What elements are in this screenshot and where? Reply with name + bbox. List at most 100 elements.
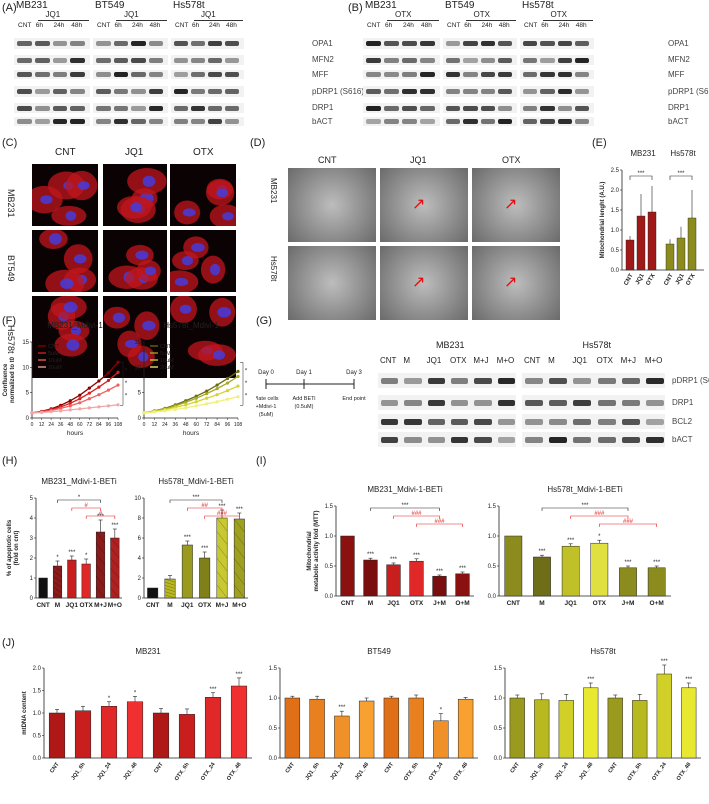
- blot-band: [17, 105, 32, 111]
- blot-band: [557, 72, 572, 77]
- blot-strip: [14, 70, 90, 79]
- timeline-note: (0.5uM): [295, 404, 314, 410]
- confocal-image: [103, 296, 167, 378]
- nucleus: [65, 210, 77, 221]
- panel-label-e: (E): [592, 137, 607, 149]
- y-tick-label: 0: [30, 596, 34, 602]
- data-point: [87, 391, 91, 395]
- significance-label: ***: [218, 504, 226, 510]
- panel-g: Day 0 Plate cells +Mdivi-1 (5uM) Day 1 Add BE…: [256, 340, 709, 447]
- bar: [583, 687, 599, 759]
- bar-hatch: [110, 577, 120, 589]
- blot-band: [174, 72, 188, 77]
- lane-label: 48h: [498, 22, 510, 29]
- y-tick-label: 4: [30, 516, 34, 522]
- confocal-cells: [39, 230, 97, 292]
- blot-band: [645, 437, 664, 443]
- series-line: [31, 404, 119, 414]
- blot-band: [523, 57, 538, 63]
- blot-strip: [520, 86, 594, 97]
- drug-label: OTX: [395, 10, 412, 19]
- chart-i2: 0.00.51.01.5Hs578t_Mdivi-1-BETiCNT***M**…: [488, 485, 671, 607]
- data-point: [225, 397, 230, 401]
- blot-band: [480, 105, 495, 111]
- nucleus: [144, 266, 157, 276]
- data-point: [78, 393, 82, 397]
- bar-hatch: [216, 557, 228, 572]
- x-tick-label: 36: [173, 422, 179, 428]
- x-tick-label: 96: [225, 422, 231, 428]
- blot-strip: [363, 117, 440, 126]
- y-tick-label: 2.0: [33, 666, 42, 672]
- y-tick-label: 0.5: [494, 726, 503, 732]
- nucleus: [66, 339, 80, 351]
- nucleus: [70, 326, 82, 336]
- x-axis-label: hours: [183, 430, 200, 437]
- data-point: [97, 405, 101, 409]
- blot-band: [70, 57, 85, 63]
- bar: [74, 710, 92, 759]
- bar: [558, 700, 574, 759]
- chart-title: BT549: [367, 647, 391, 656]
- blot-band: [52, 89, 68, 94]
- bar-hatch: [216, 584, 228, 599]
- data-point: [39, 410, 44, 415]
- blot-strip: [171, 55, 244, 65]
- drug-label: OTX: [550, 10, 567, 19]
- bar: [216, 517, 228, 599]
- confocal-image: [170, 230, 236, 292]
- nucleus: [142, 175, 156, 187]
- data-point: [87, 406, 91, 410]
- x-tick-label: JQ1: [675, 272, 686, 285]
- x-tick-label: JQ1: [565, 600, 578, 607]
- blot-band: [384, 119, 399, 124]
- x-tick-label: OTX: [410, 600, 424, 607]
- blot-band: [474, 378, 492, 384]
- protein-label: MFF: [668, 69, 685, 79]
- lane-label: 24h: [403, 22, 414, 29]
- comparison-bracket: [71, 507, 101, 511]
- y-tick-label: 1.0: [269, 696, 278, 702]
- chart-title: MB231_Mdivi-1-BETi: [41, 477, 117, 486]
- x-tick-label: 84: [214, 422, 220, 428]
- bar: [284, 697, 301, 759]
- panel-label-h: (H): [2, 455, 18, 467]
- blot-band: [174, 105, 188, 111]
- data-point: [225, 381, 230, 385]
- blot-band: [525, 400, 544, 406]
- bar: [386, 564, 401, 597]
- blot-band: [34, 41, 50, 46]
- blot-band: [174, 89, 188, 94]
- significance-label: *: [245, 394, 248, 400]
- blot-band: [645, 419, 664, 425]
- y-tick-label: 0.5: [269, 726, 278, 732]
- nucleus: [212, 350, 226, 360]
- nucleus: [40, 195, 53, 205]
- blot-band: [525, 378, 544, 384]
- blot-strip: [93, 70, 168, 79]
- bar-hatch: [110, 587, 120, 599]
- x-tick-label: JQ1: [387, 600, 400, 607]
- bar: [334, 715, 350, 759]
- bar: [408, 697, 424, 759]
- blot-band: [384, 41, 399, 46]
- x-tick-label: 96: [106, 422, 112, 428]
- confocal-cells: [108, 244, 161, 290]
- drug-label: JQ1: [201, 10, 216, 19]
- lane-label: 24h: [132, 22, 143, 29]
- blot-band: [497, 41, 512, 46]
- x-tick-label: 24: [162, 422, 168, 428]
- data-point: [236, 395, 240, 399]
- data-point: [205, 389, 209, 393]
- comparison-bracket: [416, 523, 463, 527]
- western-blot-panel-a: MB231 JQ1 CNT 6h 24h 48h BT549 JQ1 CNT 6h 24h 48h Hs…: [0, 0, 364, 135]
- data-point: [225, 376, 230, 381]
- blot-strip: [443, 86, 517, 97]
- comparison-bracket: [204, 515, 240, 519]
- bar: [233, 518, 245, 599]
- significance-label: ***: [367, 552, 375, 558]
- chart-e: 0.0 0.5 1.0 1.5 2.0 2.5 Mitochondrial lenght (…: [600, 149, 704, 287]
- blot-band: [574, 105, 589, 111]
- blot-band: [70, 72, 85, 77]
- blot-band: [540, 119, 555, 124]
